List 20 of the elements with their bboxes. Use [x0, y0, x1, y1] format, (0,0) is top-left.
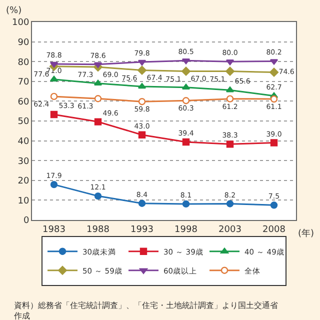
- y-tick-label: 0: [23, 216, 30, 226]
- y-tick-label: 40: [18, 136, 30, 147]
- y-tick-label: 10: [18, 196, 30, 206]
- x-axis-title: (年): [298, 228, 314, 239]
- x-tick-label: 2008: [262, 224, 286, 235]
- x-tick-label: 1993: [130, 224, 154, 235]
- y-tick-label: 70: [18, 78, 30, 88]
- y-tick-label: 30: [18, 156, 30, 167]
- y-tick-label: 100: [12, 18, 30, 28]
- x-tick-label: 1988: [86, 224, 110, 235]
- y-tick-label: 50: [18, 117, 30, 128]
- y-tick-label: 90: [18, 38, 30, 48]
- x-tick-label: 1983: [42, 224, 66, 235]
- x-tick-label: 2003: [218, 224, 242, 235]
- text: 資料）総務省「住宅統計調査」、「住宅・土地統計調査」より国土交通省作成: [13, 301, 278, 320]
- y-tick-label: 20: [18, 176, 30, 187]
- x-tick-label: 1998: [174, 224, 198, 235]
- y-tick-label: 80: [18, 58, 30, 68]
- y-axis-title: (%): [6, 6, 22, 16]
- y-tick-label: 60: [18, 97, 30, 108]
